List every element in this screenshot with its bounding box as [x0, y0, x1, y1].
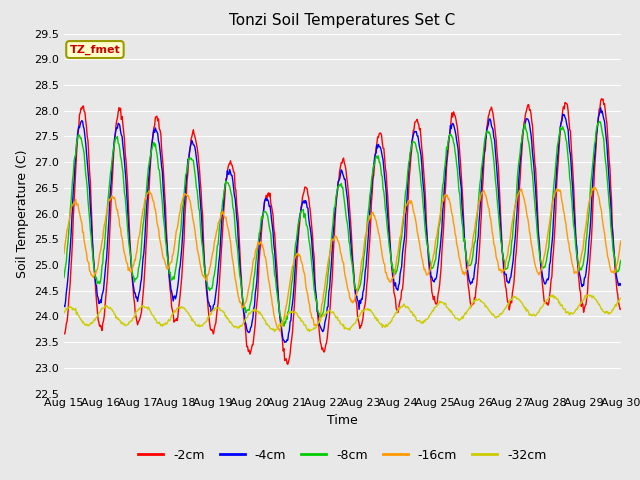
Text: TZ_fmet: TZ_fmet: [70, 44, 120, 55]
X-axis label: Time: Time: [327, 414, 358, 427]
Y-axis label: Soil Temperature (C): Soil Temperature (C): [16, 149, 29, 278]
Title: Tonzi Soil Temperatures Set C: Tonzi Soil Temperatures Set C: [229, 13, 456, 28]
Legend: -2cm, -4cm, -8cm, -16cm, -32cm: -2cm, -4cm, -8cm, -16cm, -32cm: [133, 444, 552, 467]
